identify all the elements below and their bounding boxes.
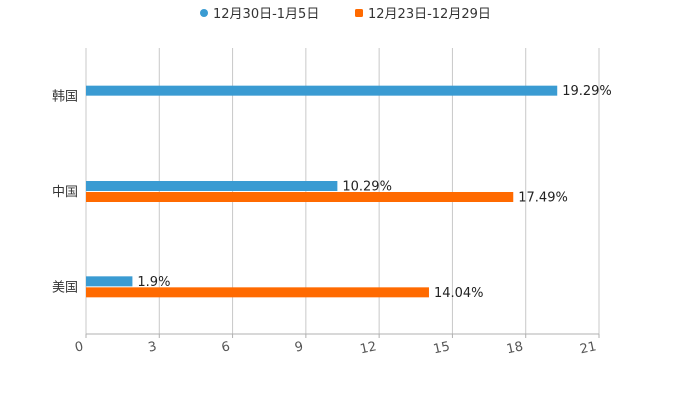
data-label: 1.9% [137, 275, 170, 290]
data-label: 17.49% [518, 191, 568, 206]
legend-label-series2: 12月23日-12月29日 [368, 7, 491, 22]
category-label: 中国 [52, 185, 78, 200]
category-label: 韩国 [52, 90, 78, 105]
x-tick-label: 15 [432, 339, 451, 357]
x-tick-label: 12 [359, 339, 378, 357]
category-label: 美国 [52, 280, 78, 295]
bar-series1 [86, 181, 338, 191]
data-label: 10.29% [342, 180, 392, 195]
bar-series1 [86, 276, 133, 287]
data-label: 19.29% [562, 84, 612, 99]
x-tick-label: 21 [579, 339, 598, 357]
legend-label-series1: 12月30日-1月5日 [213, 7, 319, 22]
data-label: 14.04% [434, 286, 484, 301]
bar-series1 [86, 85, 558, 96]
x-tick-label: 18 [505, 339, 524, 357]
bar-series2 [86, 287, 429, 298]
x-tick-label: 9 [293, 339, 304, 355]
x-tick-label: 6 [220, 339, 231, 355]
x-tick-label: 0 [74, 339, 85, 355]
x-tick-label: 3 [147, 339, 158, 355]
legend-marker-series1 [200, 9, 208, 17]
bar-series2 [86, 192, 514, 202]
legend-marker-series2 [355, 9, 363, 17]
